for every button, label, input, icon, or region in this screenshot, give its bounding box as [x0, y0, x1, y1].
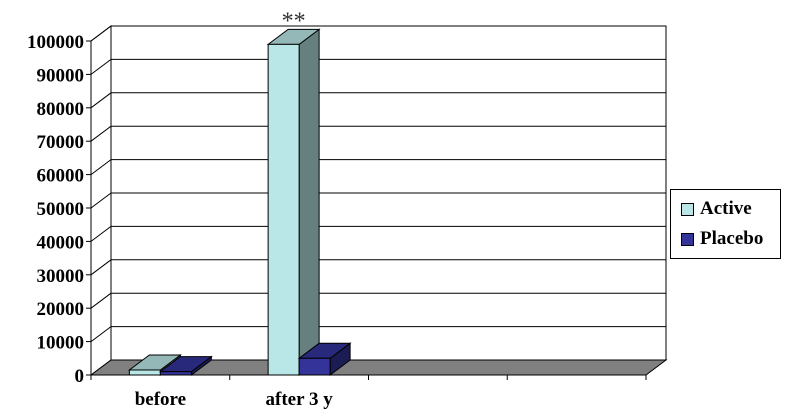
legend-label-placebo: Placebo	[700, 228, 764, 249]
bar-front	[298, 357, 331, 376]
y-tick-label: 100000	[27, 32, 84, 53]
gridline-side	[90, 92, 112, 109]
gridline-side	[90, 192, 112, 209]
bar-placebo-1	[297, 342, 352, 376]
bar-active-1	[266, 28, 321, 376]
y-tick-label: 20000	[37, 299, 85, 320]
gridline-side	[90, 259, 112, 276]
bar-front	[128, 369, 161, 376]
gridline-side	[90, 159, 112, 176]
y-tick-label: 70000	[37, 132, 85, 153]
y-tick-label: 0	[75, 366, 85, 387]
legend-label-active: Active	[700, 198, 752, 219]
y-tick-label: 10000	[37, 333, 85, 354]
gridline-side	[90, 326, 112, 343]
y-tick-label: 80000	[37, 99, 85, 120]
y-tick-label: 30000	[37, 266, 85, 287]
y-tick-label: 60000	[37, 166, 85, 187]
legend-swatch-active	[681, 202, 694, 216]
bar-front	[159, 371, 192, 376]
x-category-label: after 3 y	[266, 389, 334, 410]
gridline-side	[90, 225, 112, 242]
bar-front	[267, 43, 300, 376]
gridline-side	[90, 292, 112, 309]
legend-swatch-placebo	[681, 232, 694, 246]
x-category-label: before	[135, 389, 186, 410]
y-tick-label: 50000	[37, 199, 85, 220]
gridline-side	[90, 59, 112, 75]
legend-item-active: Active	[681, 198, 752, 220]
gridline-side	[90, 125, 112, 142]
legend: Active Placebo	[670, 189, 781, 259]
significance-annotation: **	[282, 8, 306, 34]
bar-placebo-0	[158, 355, 213, 376]
y-tick-label: 90000	[37, 65, 85, 86]
y-tick-label: 40000	[37, 232, 85, 253]
legend-item-placebo: Placebo	[681, 228, 763, 250]
gridline-side	[90, 25, 112, 42]
bar-side	[298, 28, 320, 376]
